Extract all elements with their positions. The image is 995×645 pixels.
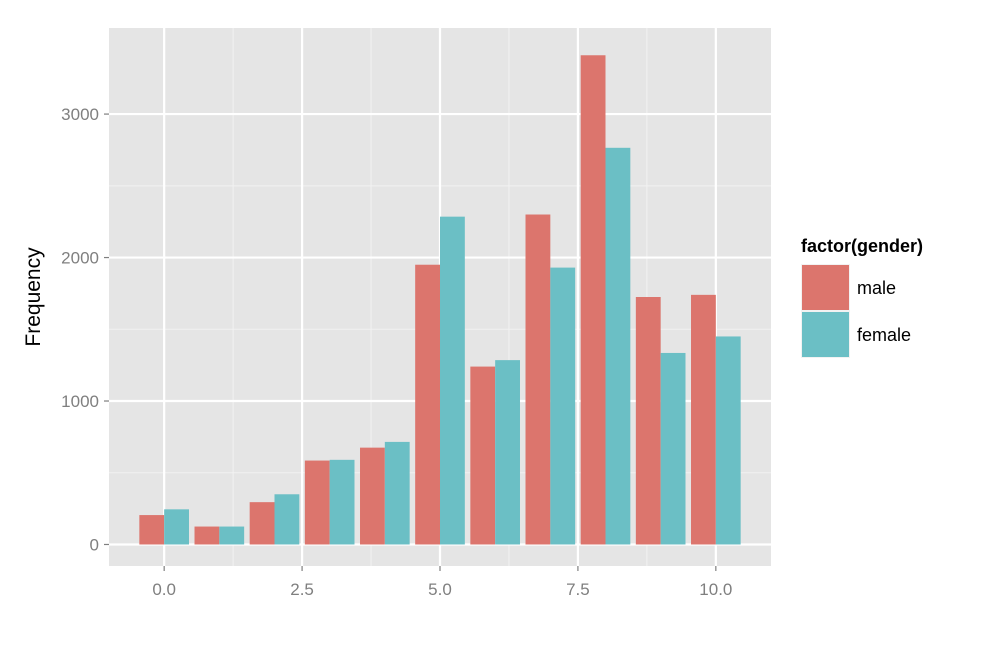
- legend-swatch-female: [802, 312, 849, 357]
- bars: [139, 55, 741, 545]
- legend-label-female: female: [857, 325, 911, 345]
- x-tick-label: 5.0: [428, 580, 452, 599]
- legend-keys: male female: [801, 264, 911, 358]
- x-tick-label: 0.0: [152, 580, 176, 599]
- bar-female-9: [660, 352, 686, 545]
- bar-male-7: [525, 214, 551, 545]
- y-tick-label: 1000: [61, 392, 99, 411]
- x-tick-label: 2.5: [290, 580, 314, 599]
- bar-female-5: [440, 216, 465, 545]
- bar-male-0: [139, 515, 165, 545]
- bar-female-0: [164, 509, 189, 545]
- bar-male-5: [415, 264, 440, 545]
- bar-male-3: [304, 460, 330, 545]
- bar-male-1: [194, 526, 220, 545]
- x-tick-label: 10.0: [699, 580, 732, 599]
- y-axis-title: Frequency: [22, 247, 45, 347]
- bar-female-4: [384, 441, 410, 545]
- bar-female-8: [605, 147, 631, 545]
- x-axis-ticks: 0.0 2.5 5.0 7.5 10.0: [152, 566, 732, 599]
- legend-swatch-male: [802, 265, 849, 310]
- bar-male-8: [580, 55, 606, 545]
- bar-male-4: [360, 447, 385, 545]
- bar-male-6: [470, 366, 496, 545]
- bar-female-6: [495, 360, 520, 545]
- legend-label-male: male: [857, 278, 896, 298]
- bar-female-7: [550, 267, 576, 545]
- legend: factor(gender) male female: [801, 236, 923, 358]
- x-tick-label: 7.5: [566, 580, 590, 599]
- y-tick-label: 3000: [61, 105, 99, 124]
- legend-title: factor(gender): [801, 236, 923, 256]
- bar-male-10: [691, 294, 716, 545]
- bar-female-2: [274, 494, 300, 545]
- bar-female-10: [715, 336, 741, 545]
- bar-male-2: [249, 502, 275, 545]
- bar-female-1: [219, 526, 245, 545]
- y-axis-ticks: 0 1000 2000 3000: [61, 105, 109, 554]
- y-tick-label: 0: [90, 535, 99, 554]
- bar-female-3: [329, 459, 355, 545]
- y-tick-label: 2000: [61, 249, 99, 268]
- bar-male-9: [635, 297, 661, 545]
